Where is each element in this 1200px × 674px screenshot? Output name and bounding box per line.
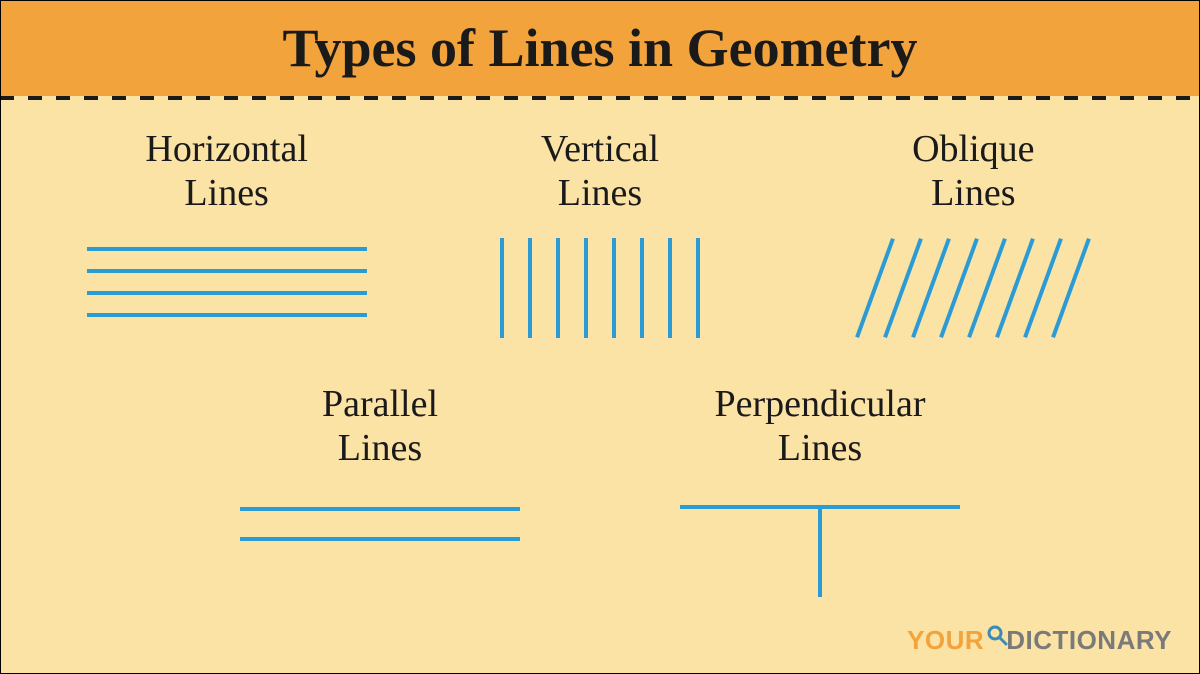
header-bar: Types of Lines in Geometry [0,0,1200,96]
cell-oblique: ObliqueLines [793,128,1153,343]
content-area: HorizontalLines VerticalLines ObliqueLin… [0,100,1200,674]
label-perpendicular: PerpendicularLines [714,383,925,470]
illustration-parallel [230,489,530,599]
cell-perpendicular: PerpendicularLines [640,383,1000,598]
logo-text-your: YOUR [907,625,984,656]
logo-text-dictionary: DICTIONARY [1006,625,1172,656]
illustration-oblique [823,233,1123,343]
label-parallel: ParallelLines [322,383,438,470]
magnifier-icon [986,624,1008,651]
label-horizontal: HorizontalLines [145,128,308,215]
label-vertical: VerticalLines [541,128,659,215]
illustration-perpendicular [670,489,970,599]
cell-parallel: ParallelLines [200,383,560,598]
row-bottom: ParallelLines PerpendicularLines [40,383,1160,598]
illustration-horizontal [77,233,377,343]
infographic-container: Types of Lines in Geometry HorizontalLin… [0,0,1200,674]
illustration-vertical [450,233,750,343]
brand-logo: YOUR DICTIONARY [907,625,1172,656]
cell-horizontal: HorizontalLines [47,128,407,343]
label-oblique: ObliqueLines [912,128,1034,215]
cell-vertical: VerticalLines [420,128,780,343]
row-top: HorizontalLines VerticalLines ObliqueLin… [40,128,1160,343]
main-title: Types of Lines in Geometry [283,17,918,79]
